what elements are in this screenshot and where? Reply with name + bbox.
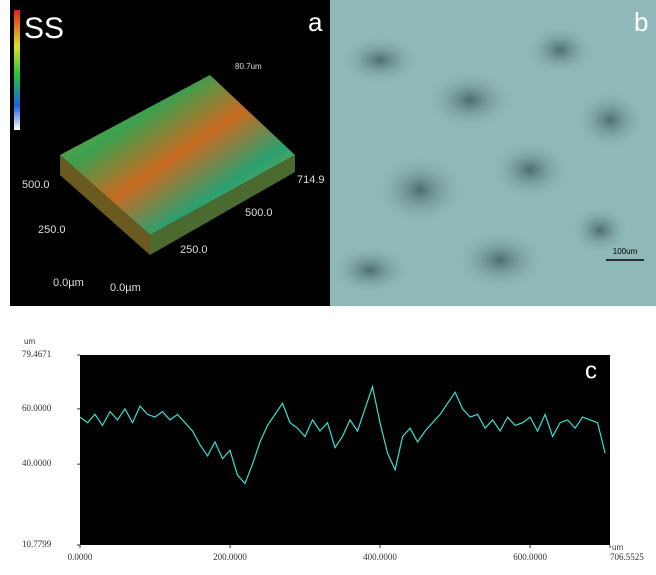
y-unit: um	[24, 337, 35, 346]
axis-label: 250.0	[38, 224, 66, 236]
x-unit: um	[612, 543, 623, 552]
axis-label: 250.0	[180, 244, 208, 256]
x-tick-label: 400.0000	[363, 552, 397, 562]
y-tick-label: 79.4671	[22, 349, 51, 359]
axis-label: 500.0	[245, 207, 273, 219]
x-tick-label: 200.0000	[213, 552, 247, 562]
panel-letter: b	[634, 7, 648, 37]
color-bar	[14, 10, 20, 130]
scale-bar-label: 100um	[613, 247, 638, 256]
axis-label: 0.0µm	[110, 282, 141, 294]
x-tick-label: 0.0000	[68, 552, 93, 562]
figure: SS a 80.7um 500.0 250.0 0.0µm 0.0µm 250.…	[0, 0, 656, 570]
panel-letter: a	[308, 7, 323, 37]
axis-label: 500.0	[22, 179, 50, 191]
panel-letter: c	[585, 357, 597, 384]
z-label: 80.7um	[235, 62, 262, 71]
sample-label: SS	[24, 12, 64, 45]
x-tick-label: 706.5525	[610, 552, 644, 562]
y-tick-label: 40.0000	[22, 458, 52, 468]
axis-label: 714.9	[297, 174, 325, 186]
y-tick-label: 10.7799	[22, 539, 52, 549]
plot-area	[80, 355, 610, 545]
y-tick-label: 60.0000	[22, 403, 52, 413]
axis-label: 0.0µm	[53, 277, 84, 289]
x-tick-label: 600.0000	[513, 552, 547, 562]
